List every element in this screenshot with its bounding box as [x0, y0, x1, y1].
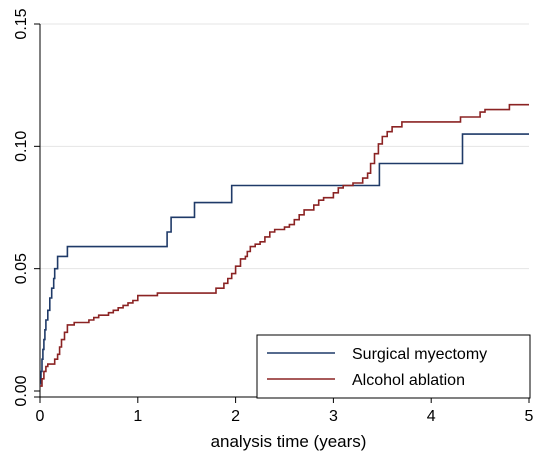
legend-box [256, 334, 531, 399]
y-tick-label: 0.10 [13, 131, 30, 162]
series-line-0 [40, 133, 529, 385]
series-lines [40, 103, 529, 387]
x-tick-label: 0 [36, 408, 45, 425]
x-tick-label: 5 [525, 408, 534, 425]
x-axis-title: analysis time (years) [211, 432, 367, 451]
x-tick-label: 1 [133, 408, 142, 425]
y-tick-label: 0.15 [13, 8, 30, 39]
legend: Surgical myectomy Alcohol ablation [256, 334, 531, 399]
x-tick-label: 3 [329, 408, 338, 425]
legend-label: Surgical myectomy [352, 346, 487, 363]
grid-lines [40, 23, 529, 270]
axes: 0.00 0.05 0.10 0.15 0 1 2 3 4 5 analysis time (yea… [13, 8, 534, 451]
x-tick-label: 2 [231, 408, 240, 425]
y-tick-label: 0.00 [13, 375, 30, 406]
legend-label: Alcohol ablation [352, 372, 465, 389]
x-tick-label: 4 [427, 408, 436, 425]
series-line-1 [40, 103, 529, 387]
y-tick-label: 0.05 [13, 253, 30, 284]
